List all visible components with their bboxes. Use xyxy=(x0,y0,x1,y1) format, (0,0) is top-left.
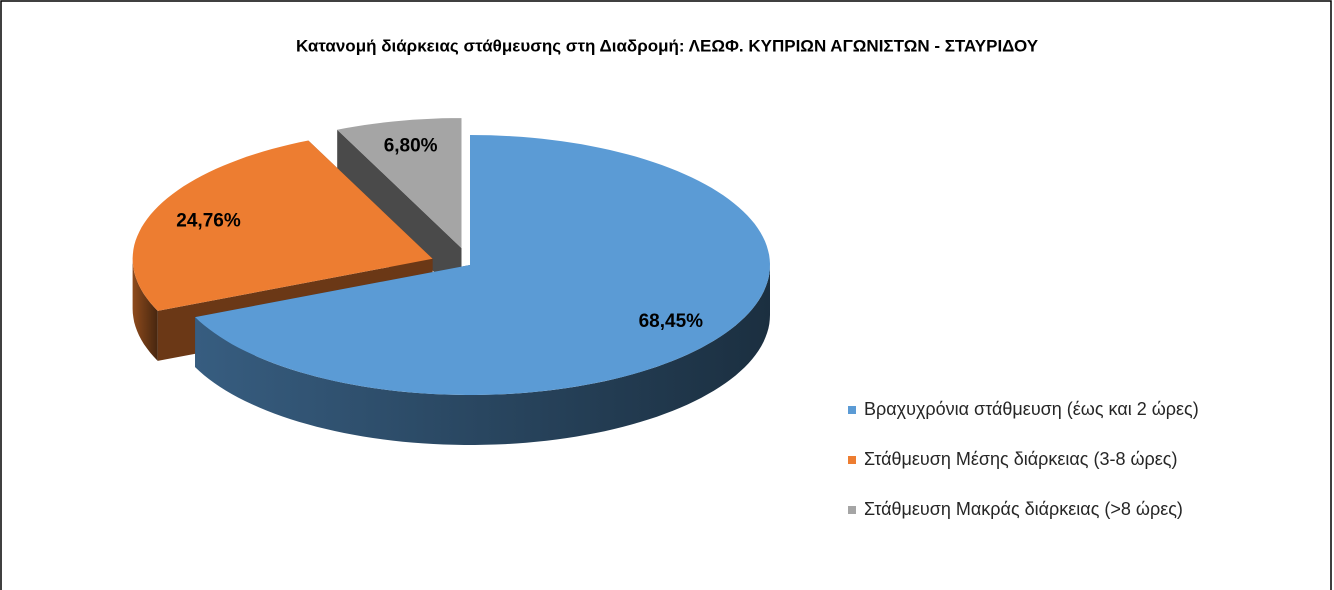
slice-top xyxy=(337,118,462,249)
pie xyxy=(132,118,771,445)
legend-marker xyxy=(848,406,856,414)
slice-side xyxy=(337,129,462,299)
slice-top xyxy=(195,135,771,395)
value-label: 6,80% xyxy=(384,135,438,156)
slice xyxy=(195,135,771,445)
slice-wall xyxy=(132,258,158,361)
slice-wall xyxy=(195,265,771,445)
legend-marker xyxy=(848,506,856,514)
value-label: 68,45% xyxy=(639,311,704,332)
legend-label: Βραχυχρόνια στάθμευση (έως και 2 ώρες) xyxy=(864,399,1199,419)
legend-label: Στάθμευση Μέσης διάρκειας (3-8 ώρες) xyxy=(864,449,1177,469)
slice xyxy=(337,118,462,299)
legend-label: Στάθμευση Μακράς διάρκειας (>8 ώρες) xyxy=(864,499,1183,519)
chart-title: Κατανομή διάρκειας στάθμευσης στη Διαδρο… xyxy=(296,36,1039,55)
slice-top xyxy=(132,140,433,311)
value-label: 24,76% xyxy=(176,211,241,232)
legend-marker xyxy=(848,456,856,464)
